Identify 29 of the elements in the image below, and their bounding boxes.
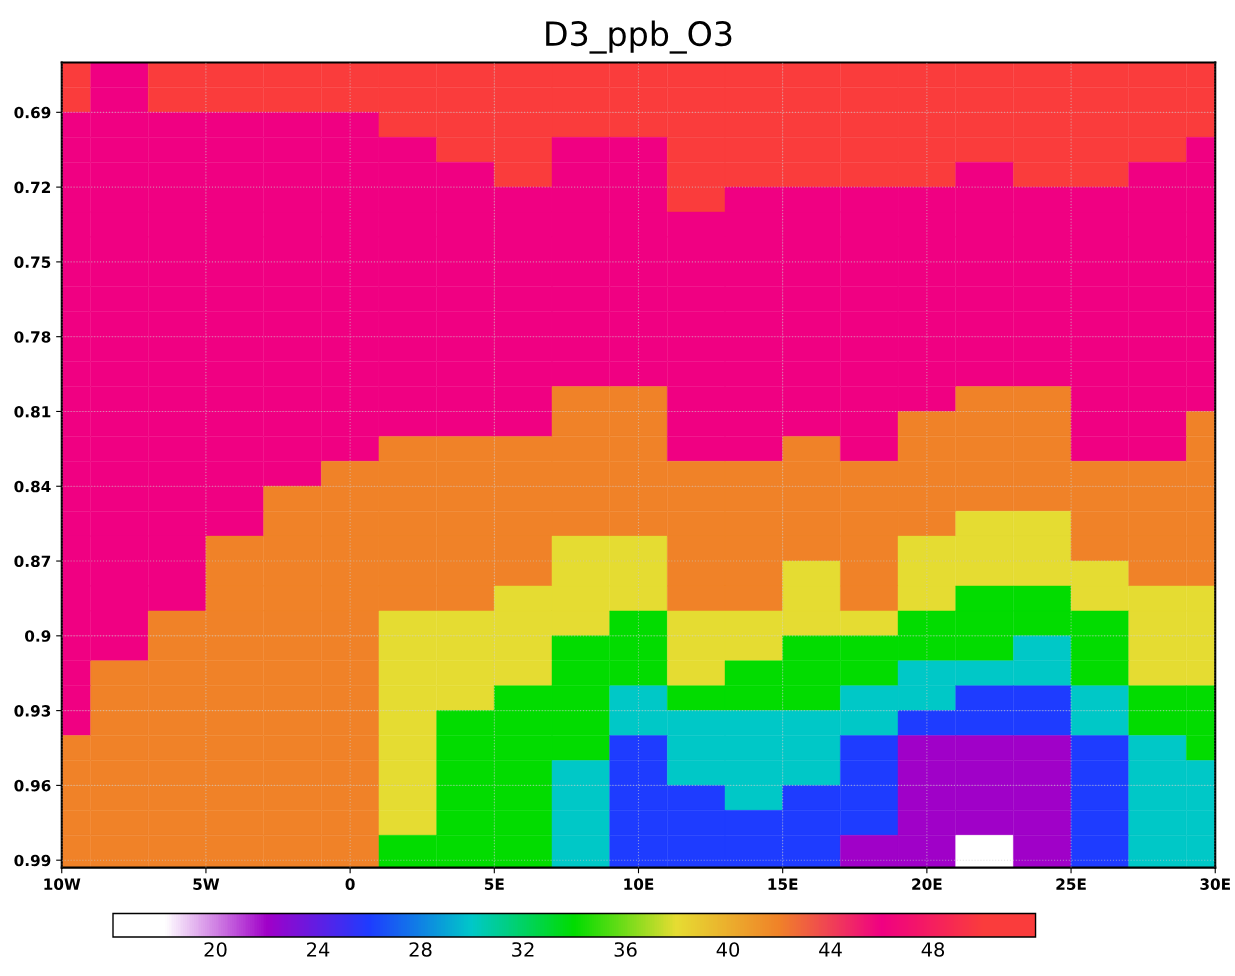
x-tick-label: 30E [1200, 878, 1230, 890]
color-bar-label: 32 [512, 942, 534, 957]
color-bar-label: 28 [409, 942, 432, 957]
x-tick-label: 25E [1056, 878, 1086, 890]
y-tick-label: 0.81 [14, 405, 51, 418]
y-tick-label: 0.96 [14, 779, 51, 792]
chart-title: D3_ppb_O3 [546, 20, 732, 54]
x-tick-label: 5W [193, 878, 220, 890]
x-tick-label: 10E [624, 878, 654, 890]
y-tick-label: 0.75 [14, 256, 51, 268]
x-tick-label: 5E [484, 878, 504, 890]
x-tick-label: 10W [44, 878, 81, 890]
x-tick-label: 15E [768, 878, 798, 890]
color-bar-label: 40 [716, 942, 740, 957]
y-tick-label: 0.84 [14, 480, 51, 493]
y-tick-label: 0.87 [14, 555, 51, 568]
color-bar-label: 48 [921, 942, 945, 957]
y-tick-label: 0.9 [25, 630, 51, 642]
x-tick-label: 0 [345, 878, 355, 890]
y-tick-label: 0.72 [14, 181, 51, 194]
y-tick-label: 0.78 [14, 331, 51, 343]
color-bar-label: 20 [204, 942, 227, 957]
x-tick-label: 20E [912, 878, 942, 890]
color-bar-label: 24 [307, 942, 330, 957]
color-bar-label: 36 [614, 942, 637, 957]
y-tick-label: 0.99 [14, 854, 51, 867]
color-bar-label: 44 [819, 942, 842, 957]
y-tick-label: 0.93 [14, 705, 51, 717]
y-tick-label: 0.69 [14, 106, 51, 119]
